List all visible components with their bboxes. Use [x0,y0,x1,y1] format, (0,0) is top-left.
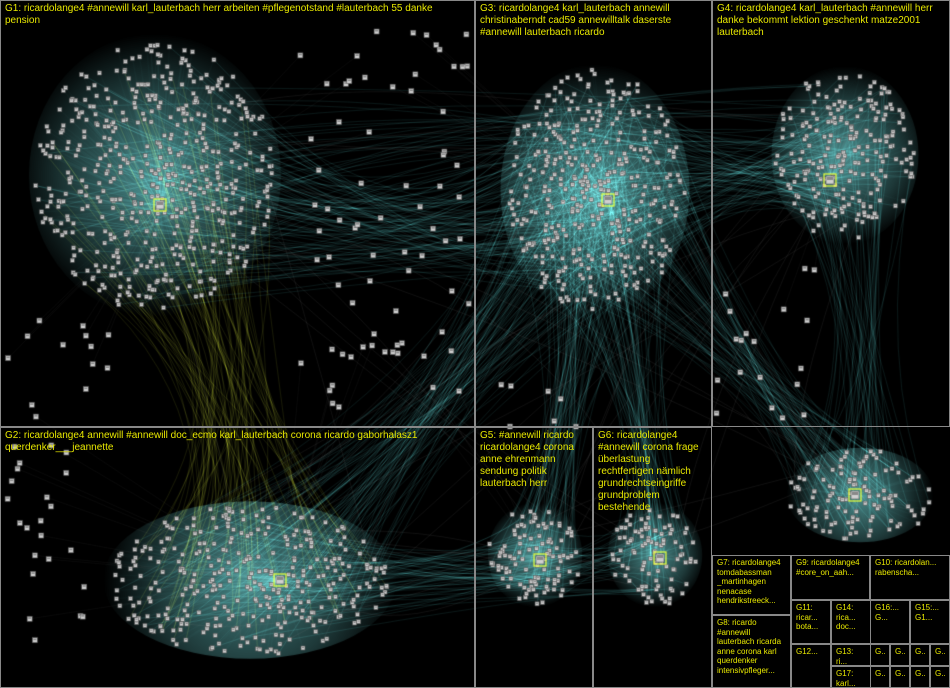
group-panel-g11[interactable]: G11: ricar... bota... [791,600,831,644]
group-panel-gx8[interactable]: G... [930,666,950,688]
group-label-g14: G14: rica... doc... [836,603,866,632]
group-panel-g9[interactable]: G9: ricardolange4 #core_on_aah... [791,555,870,600]
group-label-g2: G2: ricardolange4 annewill #annewill doc… [5,430,470,454]
group-label-g11: G11: ricar... bota... [796,603,826,632]
group-panel-g7[interactable]: G7: ricardolange4 tomdabassman _martinha… [712,555,791,615]
group-label-g17: G17: karl... [836,669,866,688]
group-label-g13: G13: ri... [836,647,866,666]
group-label-g6: G6: ricardolange4 #annewill corona frage… [598,430,707,514]
group-label-gx5: G... [875,669,885,679]
group-panel-g16[interactable]: G16:... G... [870,600,910,644]
group-label-gx1: G... [875,647,885,657]
group-label-g12: G12... [796,647,826,657]
group-panel-g4[interactable]: G4: ricardolange4 karl_lauterbach #annew… [712,0,950,427]
group-label-gx6: G... [895,669,905,679]
group-panel-g14[interactable]: G14: rica... doc... [831,600,871,644]
group-panel-g12[interactable]: G12... [791,644,831,688]
group-panel-g2[interactable]: G2: ricardolange4 annewill #annewill doc… [0,427,475,688]
group-label-gx3: G... [915,647,925,657]
group-panel-gx5[interactable]: G... [870,666,890,688]
group-label-g3: G3: ricardolange4 karl_lauterbach annewi… [480,3,707,39]
group-panel-gx4[interactable]: G... [930,644,950,666]
group-panel-gx7[interactable]: G... [910,666,930,688]
group-panel-g13[interactable]: G13: ri... [831,644,871,666]
group-label-g9: G9: ricardolange4 #core_on_aah... [796,558,865,577]
group-panel-g5[interactable]: G5: #annewill ricardo ricardolange4 coro… [475,427,593,688]
group-label-g16: G16:... G... [875,603,905,622]
group-label-g4: G4: ricardolange4 karl_lauterbach #annew… [717,3,945,39]
group-panel-g17[interactable]: G17: karl... [831,666,871,688]
group-label-gx4: G... [935,647,945,657]
group-label-g8: G8: ricardo #annewill lauterbach ricarda… [717,618,786,676]
group-panel-g10[interactable]: G10: ricardolan... rabenscha... [870,555,950,600]
group-label-g7: G7: ricardolange4 tomdabassman _martinha… [717,558,786,606]
group-label-gx8: G... [935,669,945,679]
group-label-g15: G15:... G1... [915,603,945,622]
group-panel-gx1[interactable]: G... [870,644,890,666]
group-label-gx2: G... [895,647,905,657]
group-label-g10: G10: ricardolan... rabenscha... [875,558,945,577]
group-panel-gx6[interactable]: G... [890,666,910,688]
group-panel-gx2[interactable]: G... [890,644,910,666]
group-panel-g3[interactable]: G3: ricardolange4 karl_lauterbach annewi… [475,0,712,427]
group-panel-g1[interactable]: G1: ricardolange4 #annewill karl_lauterb… [0,0,475,427]
group-panel-g6[interactable]: G6: ricardolange4 #annewill corona frage… [593,427,712,688]
group-panel-gx3[interactable]: G... [910,644,930,666]
group-label-gx7: G... [915,669,925,679]
group-panel-g8[interactable]: G8: ricardo #annewill lauterbach ricarda… [712,615,791,688]
group-label-g5: G5: #annewill ricardo ricardolange4 coro… [480,430,588,490]
group-label-g1: G1: ricardolange4 #annewill karl_lauterb… [5,3,470,27]
group-panel-g15[interactable]: G15:... G1... [910,600,950,644]
